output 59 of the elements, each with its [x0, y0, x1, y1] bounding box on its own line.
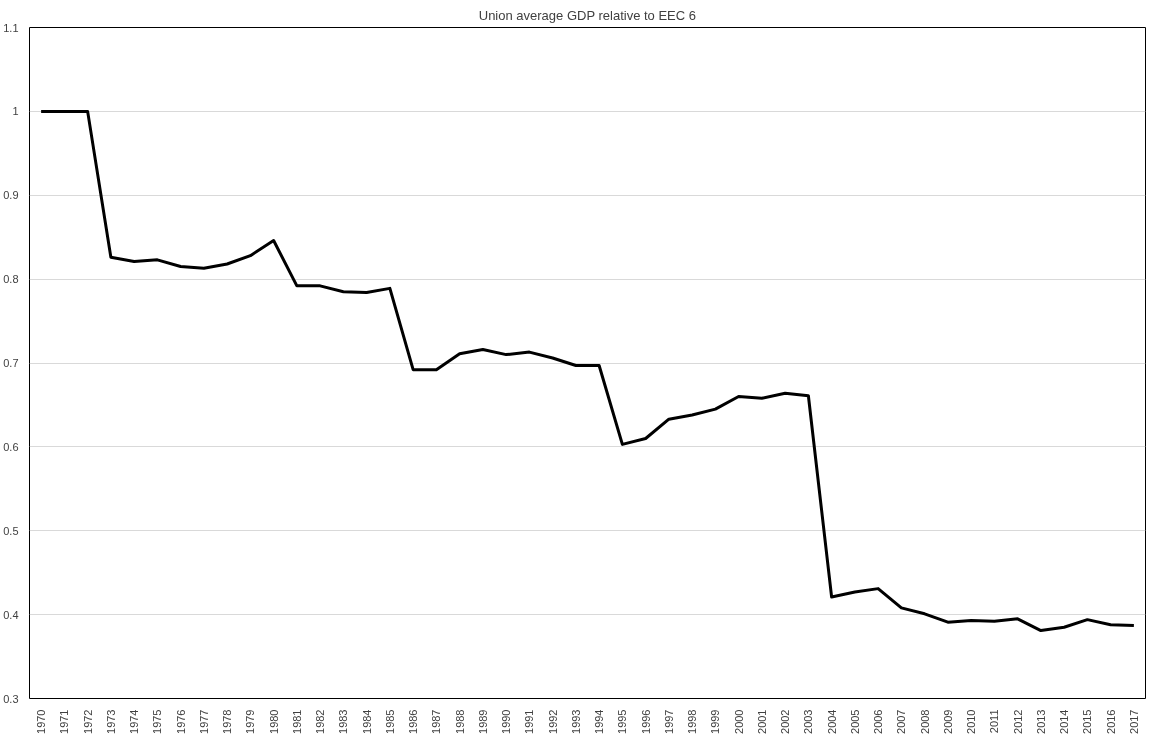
x-tick-label: 1993 — [569, 709, 582, 734]
x-tick-label: 1971 — [58, 709, 71, 734]
x-tick-label: 1977 — [197, 709, 210, 734]
chart-title: Union average GDP relative to EEC 6 — [478, 7, 697, 23]
line-series — [39, 109, 1136, 633]
x-tick-label: 2004 — [825, 709, 838, 734]
x-tick-label: 1995 — [616, 709, 629, 734]
x-tick-label: 1989 — [476, 709, 489, 734]
x-tick-label: 2012 — [1011, 709, 1024, 734]
x-tick-label: 2016 — [1104, 709, 1117, 734]
x-tick-label: 1979 — [244, 709, 257, 734]
x-tick-label: 1981 — [290, 709, 303, 734]
x-tick-label: 1985 — [383, 709, 396, 734]
x-tick-label: 1970 — [35, 709, 48, 734]
y-tick-label: 0.3 — [3, 692, 19, 705]
x-tick-label: 1991 — [523, 709, 536, 734]
x-tick-label: 1988 — [453, 709, 466, 734]
y-tick-label: 0.8 — [3, 273, 19, 286]
x-tick-label: 1976 — [174, 709, 187, 734]
x-tick-label: 1972 — [81, 709, 94, 734]
x-tick-label: 2009 — [941, 709, 954, 734]
x-tick-label: 1990 — [500, 709, 513, 734]
x-tick-label: 1983 — [337, 709, 350, 734]
x-tick-label: 2003 — [802, 709, 815, 734]
y-tick-label: 1.1 — [3, 21, 19, 34]
x-tick-label: 2007 — [895, 709, 908, 734]
y-tick-label: 0.9 — [3, 189, 19, 202]
x-tick-label: 1998 — [686, 709, 699, 734]
y-tick-label: 0.6 — [3, 440, 19, 453]
x-tick-label: 2008 — [918, 709, 931, 734]
x-tick-label: 2002 — [779, 709, 792, 734]
x-tick-label: 1984 — [360, 709, 373, 734]
x-tick-label: 1986 — [407, 709, 420, 734]
y-tick-label: 0.5 — [3, 524, 19, 537]
x-tick-label: 2013 — [1034, 709, 1047, 734]
x-tick-label: 2005 — [848, 709, 861, 734]
y-tick-label: 0.4 — [3, 608, 19, 621]
x-tick-label: 2001 — [755, 709, 768, 734]
x-tick-label: 1982 — [314, 709, 327, 734]
x-tick-label: 1980 — [267, 709, 280, 734]
x-tick-label: 1994 — [593, 709, 606, 734]
y-tick-label: 1 — [12, 105, 19, 118]
x-tick-label: 1974 — [128, 709, 141, 734]
x-tick-label: 2000 — [732, 709, 745, 734]
x-tick-label: 1996 — [639, 709, 652, 734]
y-tick-label: 0.7 — [3, 357, 19, 369]
x-tick-label: 2010 — [965, 709, 978, 734]
x-tick-label: 1975 — [151, 709, 164, 734]
x-tick-label: 1987 — [430, 709, 443, 734]
x-tick-label: 1978 — [221, 709, 234, 734]
x-tick-label: 2014 — [1058, 709, 1071, 734]
x-tick-label: 1997 — [662, 709, 675, 734]
x-tick-label: 1992 — [546, 709, 559, 734]
x-tick-label: 1973 — [104, 709, 117, 734]
x-tick-label: 1999 — [709, 709, 722, 734]
x-tick-label: 2011 — [988, 709, 1001, 734]
x-tick-label: 2017 — [1127, 709, 1140, 734]
x-tick-label: 2015 — [1081, 709, 1094, 734]
x-tick-label: 2006 — [872, 709, 885, 734]
